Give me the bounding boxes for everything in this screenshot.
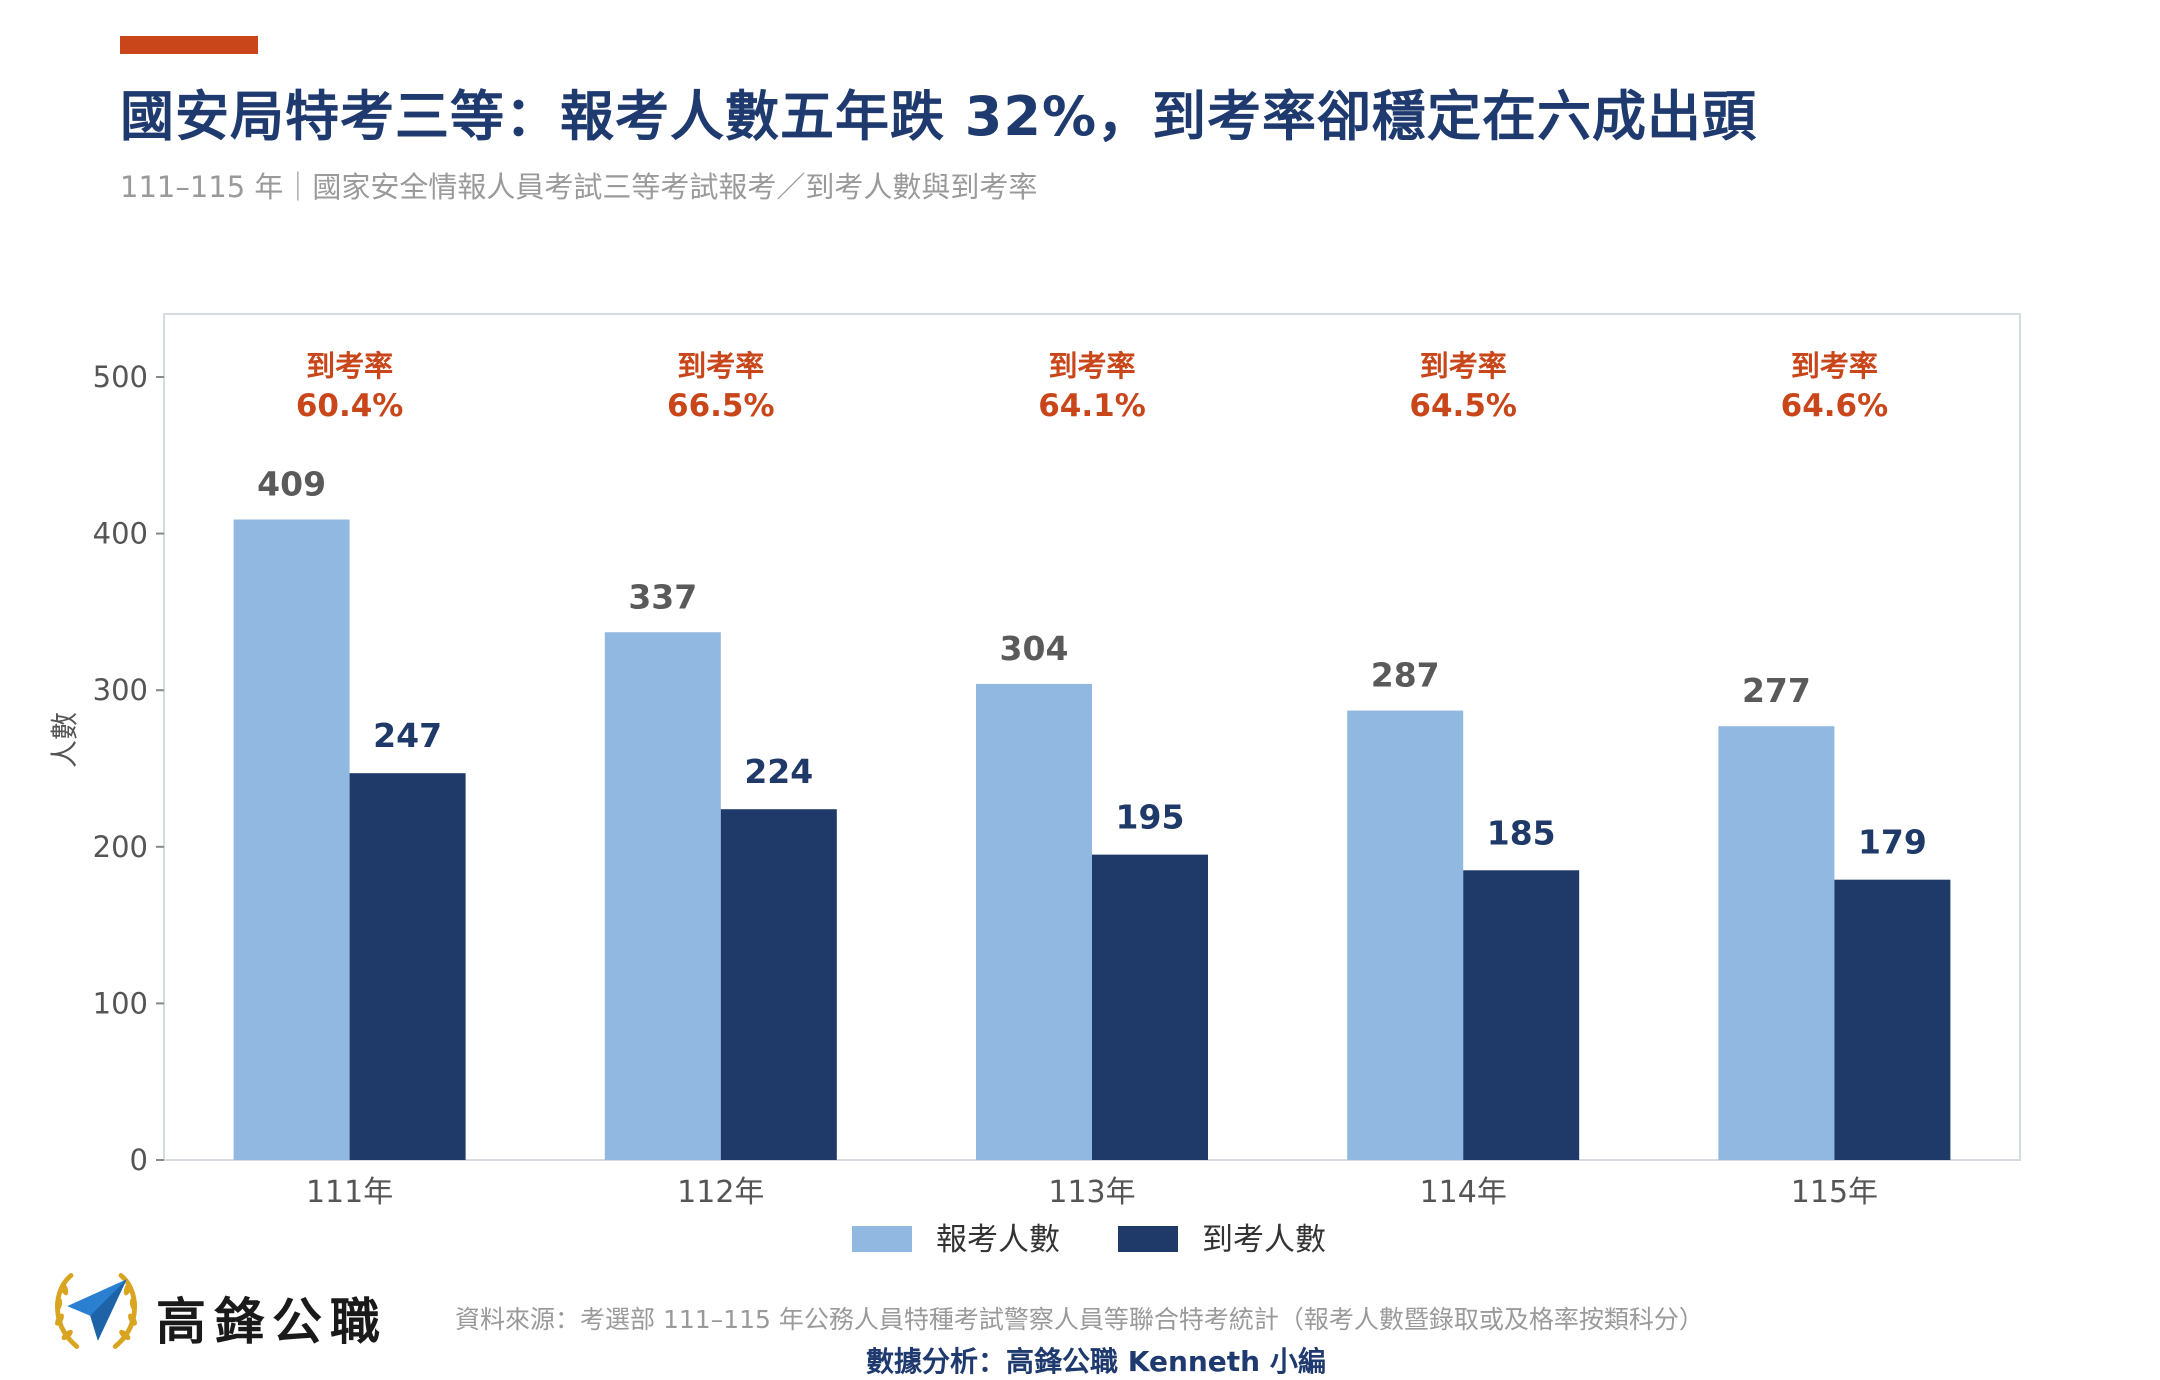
data-label-attended: 224: [744, 752, 813, 791]
legend-swatch-registered: [852, 1226, 912, 1252]
page-subtitle: 111–115 年｜國家安全情報人員考試三等考試報考／到考人數與到考率: [120, 170, 1038, 204]
rate-title: 到考率: [306, 349, 393, 383]
paper-plane-laurel-icon: [55, 1273, 137, 1349]
rate-title: 到考率: [677, 349, 764, 383]
y-tick-label: 400: [93, 517, 148, 551]
rate-value: 60.4%: [296, 388, 404, 424]
data-label-registered: 277: [1742, 671, 1811, 710]
data-label-registered: 304: [1000, 629, 1069, 668]
y-tick-label: 500: [93, 360, 148, 394]
x-tick-label: 111年: [306, 1175, 393, 1210]
bar-attended: [720, 809, 837, 1160]
y-tick-label: 300: [93, 673, 148, 707]
data-label-registered: 409: [257, 465, 326, 504]
y-tick-label: 200: [93, 830, 148, 864]
bar-attended: [349, 773, 466, 1160]
x-tick-label: 112年: [677, 1175, 764, 1210]
title-accent-bar: [120, 36, 258, 54]
data-label-attended: 247: [373, 716, 442, 755]
data-label-registered: 337: [628, 577, 697, 616]
rate-title: 到考率: [1791, 349, 1878, 383]
rate-value: 64.5%: [1409, 388, 1517, 424]
brand-name: 高鋒公職: [156, 1293, 388, 1351]
bar-registered: [1347, 710, 1464, 1160]
data-label-attended: 179: [1858, 823, 1927, 862]
x-tick-label: 113年: [1048, 1175, 1135, 1210]
data-label-registered: 287: [1371, 656, 1440, 695]
legend-label-registered: 報考人數: [936, 1222, 1060, 1258]
rate-value: 64.1%: [1038, 388, 1146, 424]
x-tick-label: 114年: [1420, 1175, 1507, 1210]
bar-registered: [1718, 726, 1835, 1160]
rate-value: 66.5%: [667, 388, 775, 424]
y-tick-label: 100: [93, 986, 148, 1020]
legend-swatch-attended: [1118, 1226, 1178, 1252]
analysis-credit: 數據分析：高鋒公職 Kenneth 小編: [866, 1345, 1326, 1378]
y-tick-label: 0: [130, 1143, 148, 1177]
y-axis-label: 人數: [48, 712, 81, 768]
page-title: 國安局特考三等：報考人數五年跌 32%，到考率卻穩定在六成出頭: [120, 85, 1758, 148]
rate-value: 64.6%: [1781, 388, 1889, 424]
bar-attended: [1834, 879, 1951, 1160]
bar-registered: [976, 683, 1092, 1160]
bar-registered: [233, 519, 350, 1160]
rate-title: 到考率: [1048, 349, 1135, 383]
legend-label-attended: 到考人數: [1202, 1222, 1326, 1258]
rate-title: 到考率: [1420, 349, 1507, 383]
data-label-attended: 195: [1116, 798, 1185, 837]
data-label-attended: 185: [1487, 813, 1556, 852]
bar-registered: [604, 632, 721, 1160]
data-source-note: 資料來源：考選部 111–115 年公務人員特種考試警察人員等聯合特考統計（報考…: [455, 1305, 1704, 1334]
x-tick-label: 115年: [1791, 1175, 1878, 1210]
bar-attended: [1092, 854, 1208, 1160]
bar-attended: [1463, 870, 1580, 1160]
